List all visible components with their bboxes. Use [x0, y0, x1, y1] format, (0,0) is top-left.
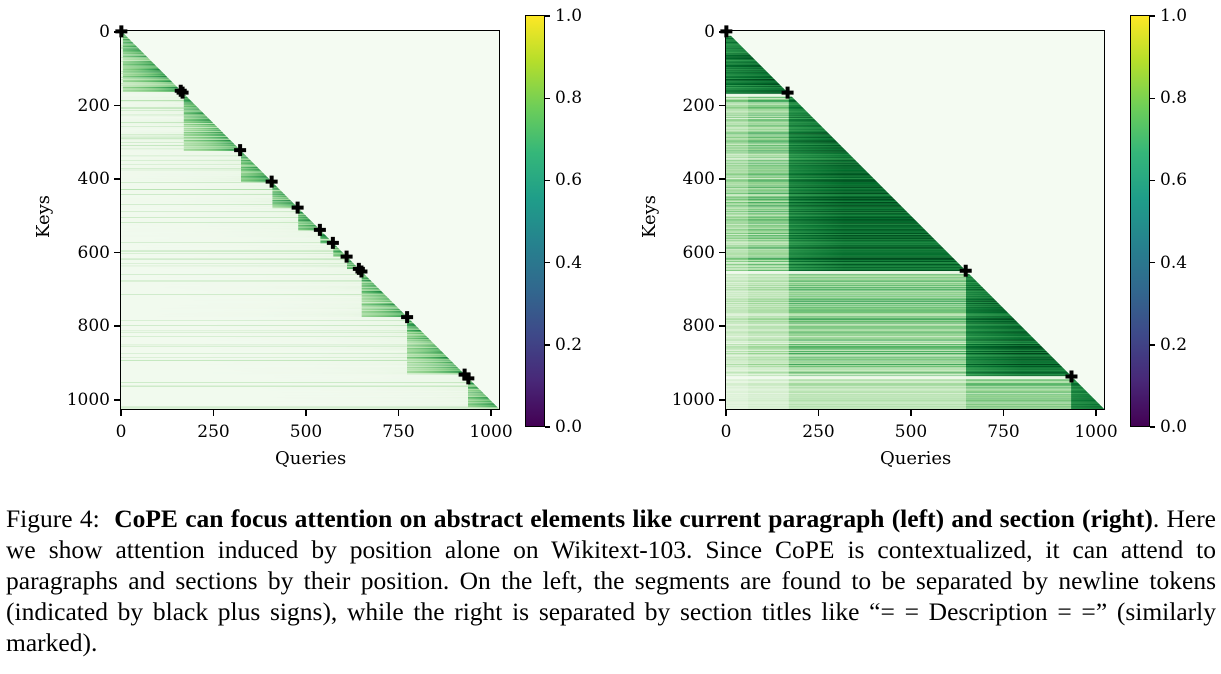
x-tick-label: 0 [720, 422, 732, 442]
colorbar-tick-mark [1150, 426, 1155, 428]
marker-layer [720, 25, 1078, 383]
marker-layer [115, 25, 475, 385]
x-tick-mark [910, 410, 912, 416]
x-tick-mark [1095, 410, 1097, 416]
colorbar-tick-label: 0.8 [1160, 88, 1188, 109]
x-tick-mark [305, 410, 307, 416]
y-tick-mark [114, 325, 120, 327]
newline-marker-plus [313, 223, 326, 236]
colorbar-tick-label: 1.0 [1160, 6, 1188, 26]
colorbar [1130, 15, 1150, 427]
y-tick-mark [114, 178, 120, 180]
x-tick-mark [120, 410, 122, 416]
heatmap-axes-left [115, 25, 500, 410]
colorbar-tick-label: 0.8 [555, 88, 583, 109]
y-tick-label: 800 [682, 316, 715, 337]
colorbar-tick-mark [545, 179, 550, 182]
y-tick-label: 600 [77, 242, 110, 263]
colorbar-tick-mark [1150, 261, 1155, 264]
figure-panels: 0 250 500 750 1000 0 200 400 600 800 1000 Queries Ke… [33, 6, 1188, 469]
y-tick-mark [114, 399, 120, 401]
colorbar-tick-label: 0.4 [1160, 252, 1188, 273]
colorbar-tick-mark [545, 15, 550, 17]
y-tick-mark [719, 104, 725, 107]
x-axis-label: Queries [880, 448, 952, 469]
colorbar-tick-label: 0.2 [555, 334, 583, 355]
caption-text: . Here we show attention induced by posi… [6, 504, 1217, 657]
x-tick-mark [212, 410, 214, 416]
x-tick-label: 1000 [469, 422, 513, 442]
y-axis-label: Keys [639, 194, 661, 239]
colorbar-tick-label: 0.6 [555, 170, 583, 191]
colorbar-tick-mark [1150, 15, 1155, 17]
newline-marker-plus [781, 86, 794, 99]
colorbar-tick-label: 1.0 [555, 6, 583, 26]
colorbar-tick-label: 0.0 [1160, 417, 1188, 437]
newline-marker-plus [234, 144, 247, 157]
y-tick-label: 400 [682, 169, 715, 190]
y-tick-label: 200 [77, 95, 110, 116]
x-tick-label: 500 [289, 422, 323, 442]
newline-marker-plus [462, 372, 475, 385]
newline-marker-plus [291, 201, 304, 214]
colorbar-tick-label: 0.0 [555, 417, 583, 437]
y-tick-label: 0 [704, 22, 715, 42]
x-axis-label: Queries [275, 448, 347, 469]
newline-marker-plus [355, 265, 368, 278]
colorbar-tick-label: 0.6 [1160, 170, 1188, 191]
x-tick-mark [490, 410, 492, 416]
figure-caption: Figure 4: CoPE can focus attention on ab… [6, 503, 1216, 658]
heatmap-axes-right [720, 25, 1105, 410]
y-tick-label: 800 [77, 316, 110, 337]
y-tick-label: 600 [682, 242, 715, 263]
colorbar [525, 15, 545, 427]
colorbar-tick-label: 0.4 [555, 252, 583, 273]
colorbar-tick-mark [545, 426, 550, 428]
y-tick-mark [114, 251, 120, 254]
x-tick-label: 500 [894, 422, 928, 442]
y-tick-label: 400 [77, 169, 110, 190]
x-tick-label: 750 [987, 422, 1020, 442]
y-tick-mark [114, 31, 120, 33]
x-tick-mark [397, 410, 399, 416]
colorbar-tick-mark [1150, 344, 1155, 346]
x-tick-label: 750 [382, 422, 415, 442]
colorbar-tick-mark [1150, 97, 1155, 99]
newline-marker-plus [326, 236, 339, 249]
caption-bold: CoPE can focus attention on abstract ele… [114, 504, 1153, 533]
colorbar-tick-label: 0.2 [1160, 334, 1188, 355]
x-tick-mark [725, 410, 727, 416]
newline-marker-plus [340, 250, 353, 263]
x-tick-label: 250 [197, 422, 230, 442]
x-tick-mark [817, 410, 819, 416]
colorbar-tick-mark [545, 344, 550, 346]
newline-marker-plus [401, 311, 414, 324]
y-tick-mark [719, 251, 725, 254]
y-tick-mark [114, 104, 120, 107]
y-tick-label: 200 [682, 95, 715, 116]
colorbar-tick-mark [545, 261, 550, 264]
x-tick-label: 0 [115, 422, 127, 442]
y-tick-label: 0 [99, 22, 110, 42]
newline-marker-plus [265, 175, 278, 188]
newline-marker-plus [959, 264, 972, 277]
y-tick-mark [719, 399, 725, 401]
y-tick-label: 1000 [66, 390, 110, 410]
x-tick-label: 250 [802, 422, 835, 442]
y-tick-mark [719, 178, 725, 180]
newline-marker-plus [1065, 370, 1078, 383]
x-tick-label: 1000 [1074, 422, 1118, 442]
y-tick-label: 1000 [671, 390, 715, 410]
colorbar-tick-mark [545, 97, 550, 99]
newline-marker-plus [176, 86, 189, 99]
y-axis-label: Keys [33, 194, 55, 239]
y-tick-mark [719, 31, 725, 33]
caption-label: Figure 4: [6, 504, 100, 533]
colorbar-tick-mark [1150, 179, 1155, 182]
x-tick-mark [1002, 410, 1004, 416]
y-tick-mark [719, 325, 725, 327]
